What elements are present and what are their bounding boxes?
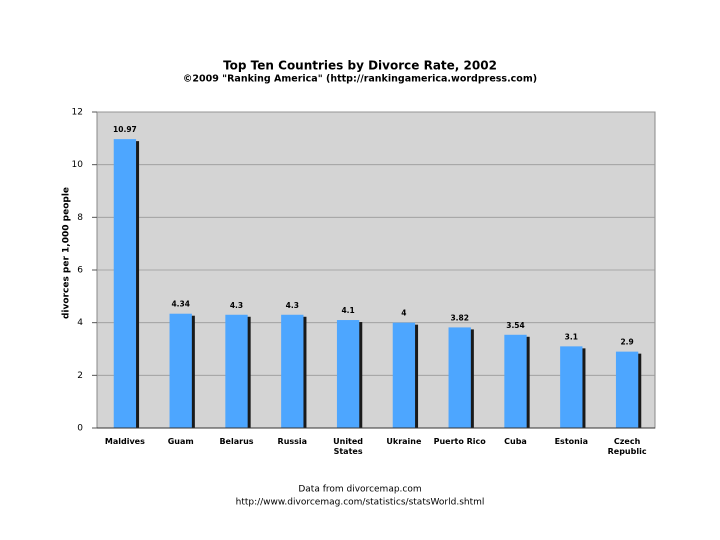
data-label: 4.34 xyxy=(171,300,190,309)
data-label: 3.1 xyxy=(565,332,578,341)
x-tick-label: Guam xyxy=(167,437,194,446)
y-tick-label: 0 xyxy=(77,424,83,434)
data-label: 4.1 xyxy=(341,306,354,315)
bar xyxy=(169,313,192,428)
x-tick-label: Ukraine xyxy=(386,437,422,446)
footnote: http://www.divorcemag.com/statistics/sta… xyxy=(236,498,485,508)
y-axis-label: divorces per 1,000 people xyxy=(62,187,72,319)
x-tick-label: Belarus xyxy=(219,437,254,446)
bar xyxy=(392,322,416,428)
x-tick-label: Puerto Rico xyxy=(433,437,486,446)
x-tick-label: Cuba xyxy=(504,437,527,446)
bar xyxy=(560,346,583,428)
y-tick-label: 2 xyxy=(77,371,83,381)
y-tick-label: 6 xyxy=(77,266,83,276)
chart-subtitle: ©2009 "Ranking America" (http://rankinga… xyxy=(183,74,537,85)
x-tick-label: Maldives xyxy=(104,437,145,446)
x-tick-label: United States xyxy=(333,437,364,456)
y-tick-label: 4 xyxy=(77,318,83,328)
x-tick-label: Estonia xyxy=(554,437,588,446)
chart-title: Top Ten Countries by Divorce Rate, 2002 xyxy=(223,59,497,73)
x-tick-label: Russia xyxy=(277,437,308,446)
bar xyxy=(504,334,527,428)
x-tick-label: Czech Republic xyxy=(607,437,647,456)
data-label: 4 xyxy=(401,309,406,318)
footnote: Data from divorcemap.com xyxy=(298,485,421,495)
data-label: 4.3 xyxy=(230,301,243,310)
bar xyxy=(615,351,639,428)
y-tick-label: 12 xyxy=(72,108,83,118)
data-label: 4.3 xyxy=(286,301,299,310)
bar xyxy=(225,314,248,428)
y-tick-label: 8 xyxy=(77,213,83,223)
bar xyxy=(281,314,304,428)
data-label: 3.82 xyxy=(450,313,469,322)
bar xyxy=(448,327,471,428)
bar xyxy=(336,320,360,428)
data-label: 3.54 xyxy=(506,321,525,330)
bar xyxy=(113,139,137,428)
y-tick-label: 10 xyxy=(72,160,84,170)
data-label: 10.97 xyxy=(113,125,137,134)
data-label: 2.9 xyxy=(620,338,633,347)
